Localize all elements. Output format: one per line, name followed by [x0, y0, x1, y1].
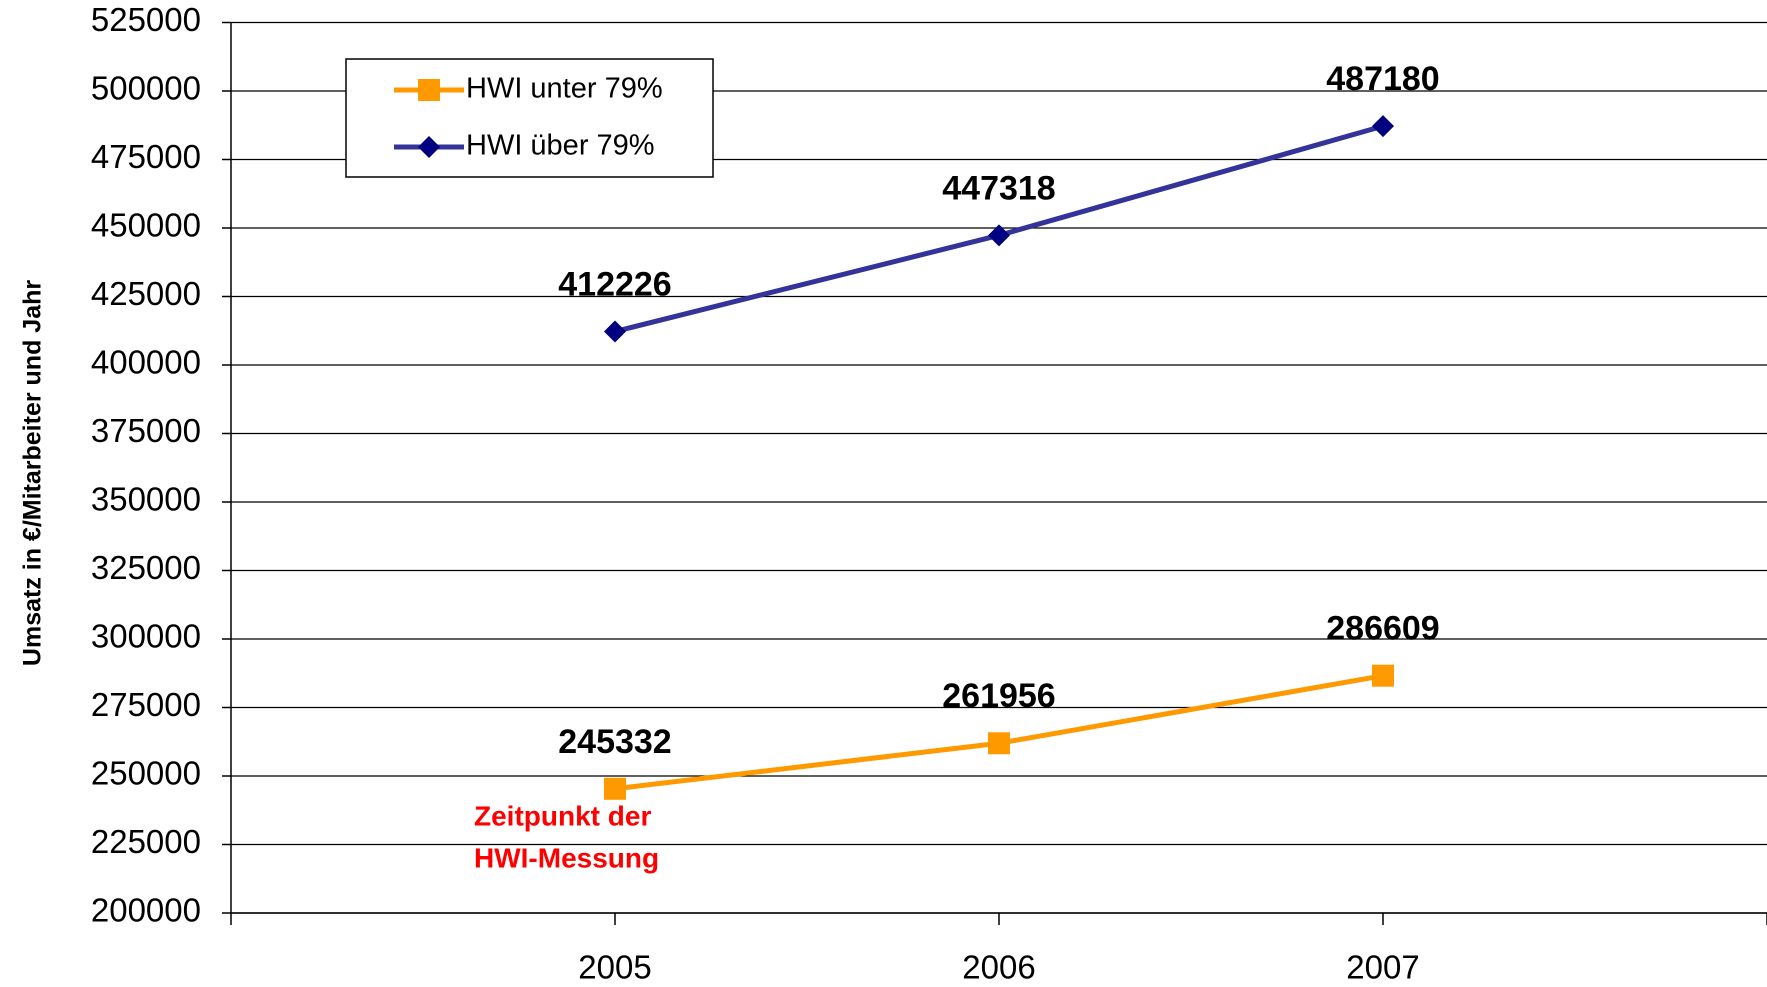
annotation: Zeitpunkt der — [474, 800, 651, 831]
data-label: 245332 — [558, 723, 671, 761]
y-tick-label: 250000 — [91, 755, 201, 792]
y-tick-label: 325000 — [91, 549, 201, 586]
marker — [988, 224, 1010, 247]
x-tick-label: 2006 — [962, 949, 1035, 986]
legend-label: HWI über 79% — [466, 130, 655, 162]
y-tick-label: 375000 — [91, 412, 201, 449]
y-tick-label: 275000 — [91, 686, 201, 723]
data-label: 447318 — [942, 169, 1055, 207]
legend-label: HWI unter 79% — [466, 73, 663, 105]
y-tick-label: 200000 — [91, 892, 201, 929]
marker — [604, 320, 626, 343]
data-label: 261956 — [942, 677, 1055, 715]
data-label: 286609 — [1326, 610, 1439, 648]
y-tick-label: 300000 — [91, 618, 201, 655]
legend-box — [345, 58, 714, 178]
data-label: 487180 — [1326, 60, 1439, 98]
y-tick-label: 350000 — [91, 481, 201, 518]
marker — [418, 136, 440, 158]
y-tick-label: 400000 — [91, 344, 201, 381]
marker — [1372, 664, 1394, 687]
y-tick-label: 500000 — [91, 70, 201, 107]
y-tick-label: 525000 — [91, 1, 201, 38]
y-tick-label: 225000 — [91, 823, 201, 860]
y-tick-label: 425000 — [91, 275, 201, 312]
marker — [1372, 115, 1394, 138]
marker — [418, 79, 440, 101]
marker — [604, 777, 626, 800]
y-axis-label: Umsatz in €/Mitarbeiter und Jahr — [19, 280, 47, 666]
x-tick-label: 2005 — [578, 949, 651, 986]
annotation: HWI-Messung — [474, 842, 659, 873]
y-tick-label: 475000 — [91, 138, 201, 175]
data-label: 412226 — [558, 265, 671, 303]
y-tick-label: 450000 — [91, 207, 201, 244]
x-tick-label: 2007 — [1346, 949, 1419, 986]
marker — [988, 732, 1010, 755]
